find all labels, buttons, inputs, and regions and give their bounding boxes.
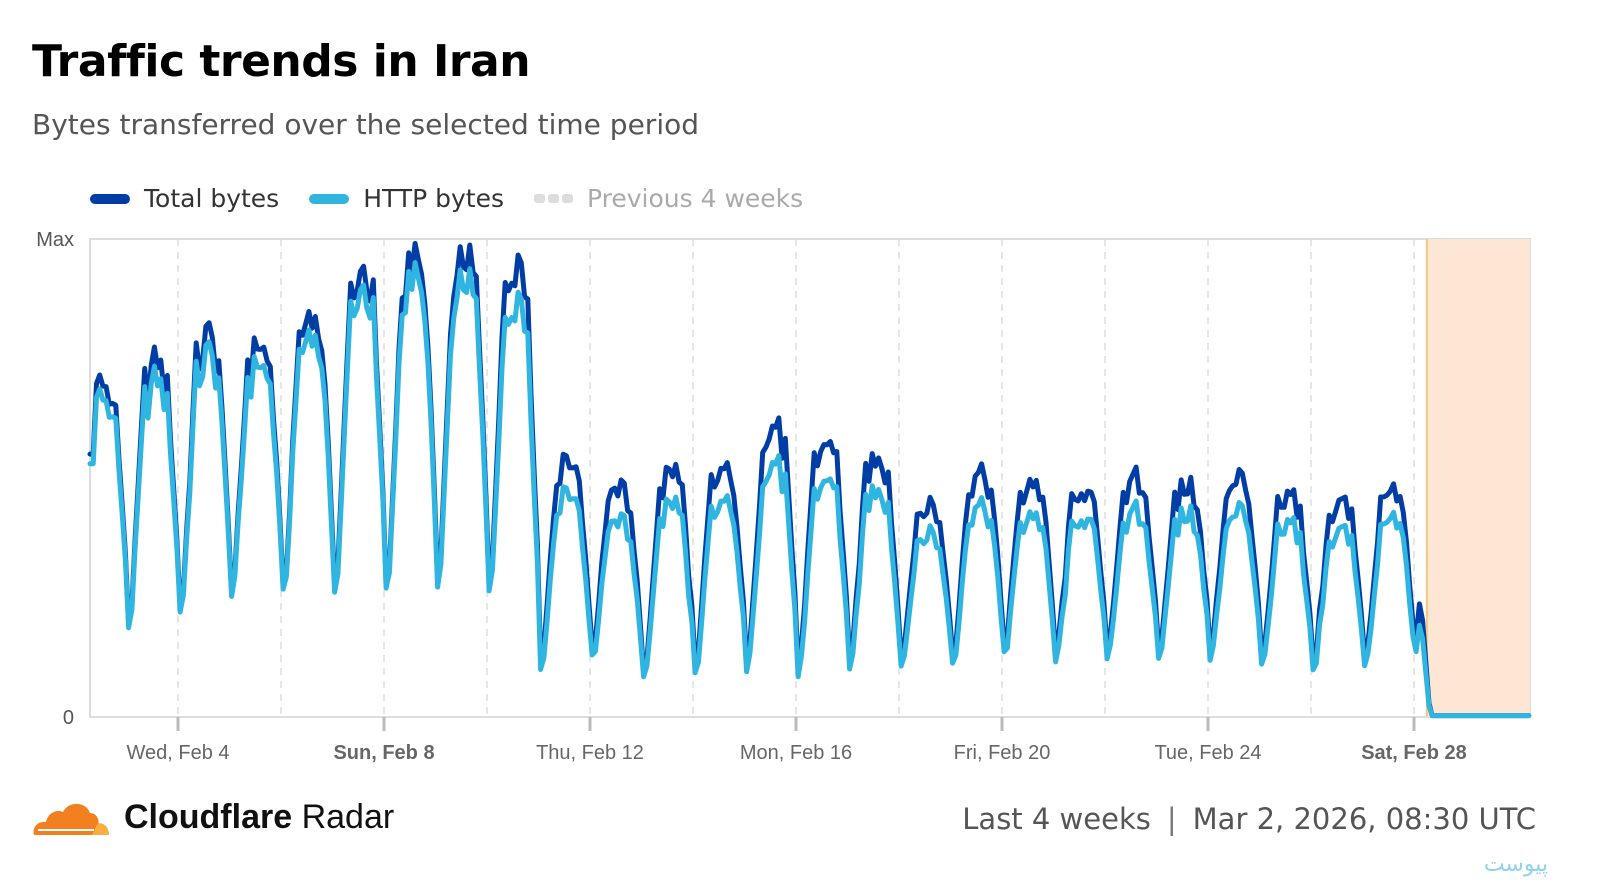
brand-name: Cloudflare Radar — [124, 798, 395, 836]
legend-http-bytes[interactable]: HTTP bytes — [309, 184, 504, 213]
time-range: Last 4 weeks — [962, 802, 1151, 836]
x-tick-label: Thu, Feb 12 — [536, 742, 644, 764]
http-bytes-swatch — [309, 193, 350, 204]
previous-weeks-swatch — [534, 194, 574, 203]
http-bytes-line — [87, 260, 1532, 719]
x-tick-label: Sat, Feb 28 — [1361, 742, 1467, 764]
y-tick-label: Max — [36, 229, 74, 251]
cloudflare-cloud-icon — [33, 803, 109, 835]
footer-meta: Last 4 weeks | Mar 2, 2026, 08:30 UTC — [962, 802, 1536, 836]
page-title: Traffic trends in Iran — [32, 36, 531, 87]
x-tick-label: Wed, Feb 4 — [126, 742, 229, 764]
page-subtitle: Bytes transferred over the selected time… — [32, 108, 699, 141]
outage-region — [1426, 239, 1530, 717]
cloudflare-radar-logo: Cloudflare Radar — [30, 798, 394, 837]
timestamp: Mar 2, 2026, 08:30 UTC — [1192, 802, 1536, 836]
y-tick-label: 0 — [63, 707, 74, 729]
legend-previous-weeks[interactable]: Previous 4 weeks — [534, 184, 803, 213]
watermark: پیوست — [1483, 852, 1548, 877]
total-bytes-swatch — [90, 193, 130, 204]
chart-legend: Total bytes HTTP bytes Previous 4 weeks — [90, 184, 833, 213]
legend-label: Previous 4 weeks — [587, 184, 804, 213]
x-tick-label: Tue, Feb 24 — [1154, 742, 1261, 764]
legend-total-bytes[interactable]: Total bytes — [90, 184, 279, 213]
x-tick-label: Mon, Feb 16 — [740, 742, 852, 764]
separator: | — [1166, 802, 1177, 836]
x-tick-label: Sun, Feb 8 — [333, 742, 434, 764]
legend-label: Total bytes — [144, 184, 280, 213]
legend-label: HTTP bytes — [363, 184, 505, 213]
x-tick-label: Fri, Feb 20 — [954, 742, 1051, 764]
